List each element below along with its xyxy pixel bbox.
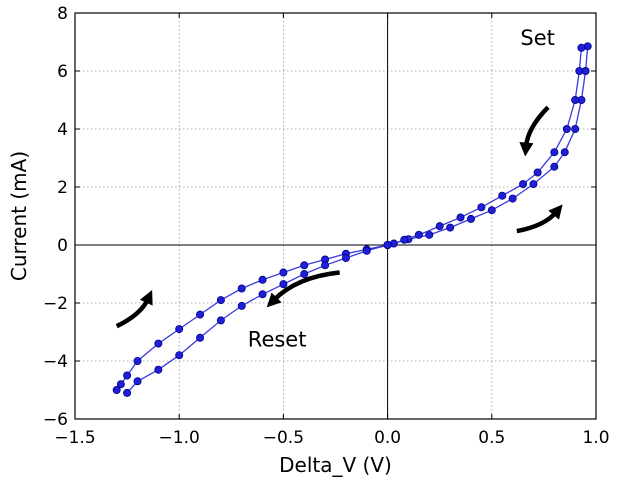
data-point (175, 325, 184, 334)
arrow-set-up-head (548, 204, 563, 220)
data-point (237, 284, 246, 293)
data-point (362, 246, 371, 255)
x-tick-label: 1.0 (582, 428, 609, 448)
data-point (175, 351, 184, 360)
data-point (154, 365, 163, 374)
data-point (196, 310, 205, 319)
data-point (258, 290, 267, 299)
data-point (508, 194, 517, 203)
data-point (237, 301, 246, 310)
y-tick-label: −4 (43, 352, 68, 372)
zero-lines (75, 13, 596, 419)
data-point (425, 230, 434, 239)
x-axis-label: Delta_V (V) (279, 453, 392, 477)
data-point (550, 162, 559, 171)
data-point (279, 268, 288, 277)
x-tick-label: 0.0 (374, 428, 401, 448)
y-tick-label: −2 (43, 294, 68, 314)
data-point (133, 377, 142, 386)
data-point (550, 148, 559, 157)
x-tick-label: −1.0 (159, 428, 200, 448)
data-point (577, 43, 586, 52)
data-point (487, 206, 496, 215)
x-tick-label: 0.5 (478, 428, 505, 448)
y-tick-label: 0 (57, 236, 68, 256)
data-point (533, 168, 542, 177)
x-tick-label: −1.5 (54, 428, 95, 448)
series-line (116, 244, 388, 391)
axis-ticks: −1.5 −1.0 −0.5 0.0 0.5 1.0 −6 −4 −2 0 2 4 6 8 (43, 4, 610, 448)
data-point (529, 180, 538, 189)
data-point (477, 203, 486, 212)
data-point (560, 148, 569, 157)
data-point (446, 223, 455, 232)
annotation-reset: Reset (248, 328, 307, 352)
data-point (562, 125, 571, 134)
data-point (133, 356, 142, 365)
data-point (575, 67, 584, 76)
data-point (519, 180, 528, 189)
data-point (435, 222, 444, 231)
data-point (571, 125, 580, 134)
data-point (466, 214, 475, 223)
data-point (300, 261, 309, 270)
data-point (279, 280, 288, 289)
data-point (456, 213, 465, 222)
data-point (123, 371, 132, 380)
data-point (341, 254, 350, 263)
data-point (196, 333, 205, 342)
data-series (112, 42, 592, 397)
data-point (321, 261, 330, 270)
data-point (116, 380, 125, 389)
data-point (498, 191, 507, 200)
data-point (414, 230, 423, 239)
plot-frame (74, 12, 597, 420)
arrow-set-down-head (519, 141, 534, 157)
y-axis-label: Current (mA) (7, 151, 31, 281)
arrow-reset-left-head (266, 292, 282, 308)
data-point (400, 235, 409, 244)
data-point (300, 269, 309, 278)
plot-background (75, 13, 596, 419)
data-point (216, 296, 225, 305)
y-tick-label: 8 (57, 4, 68, 24)
y-tick-label: 6 (57, 62, 68, 82)
data-point (123, 388, 132, 397)
y-tick-label: −6 (43, 410, 68, 430)
data-point (258, 275, 267, 284)
data-point (571, 96, 580, 105)
x-tick-label: −0.5 (263, 428, 304, 448)
annotation-set: Set (520, 26, 554, 50)
data-point (154, 339, 163, 348)
y-tick-label: 4 (57, 120, 68, 140)
data-point (112, 385, 121, 394)
arrow-reset-left-shaft (272, 270, 340, 302)
annotations: Set Reset (248, 26, 555, 352)
data-point (383, 240, 392, 249)
direction-arrows (115, 105, 563, 329)
y-tick-label: 2 (57, 178, 68, 198)
arrow-reset-up-head (139, 289, 153, 306)
data-point (216, 316, 225, 325)
